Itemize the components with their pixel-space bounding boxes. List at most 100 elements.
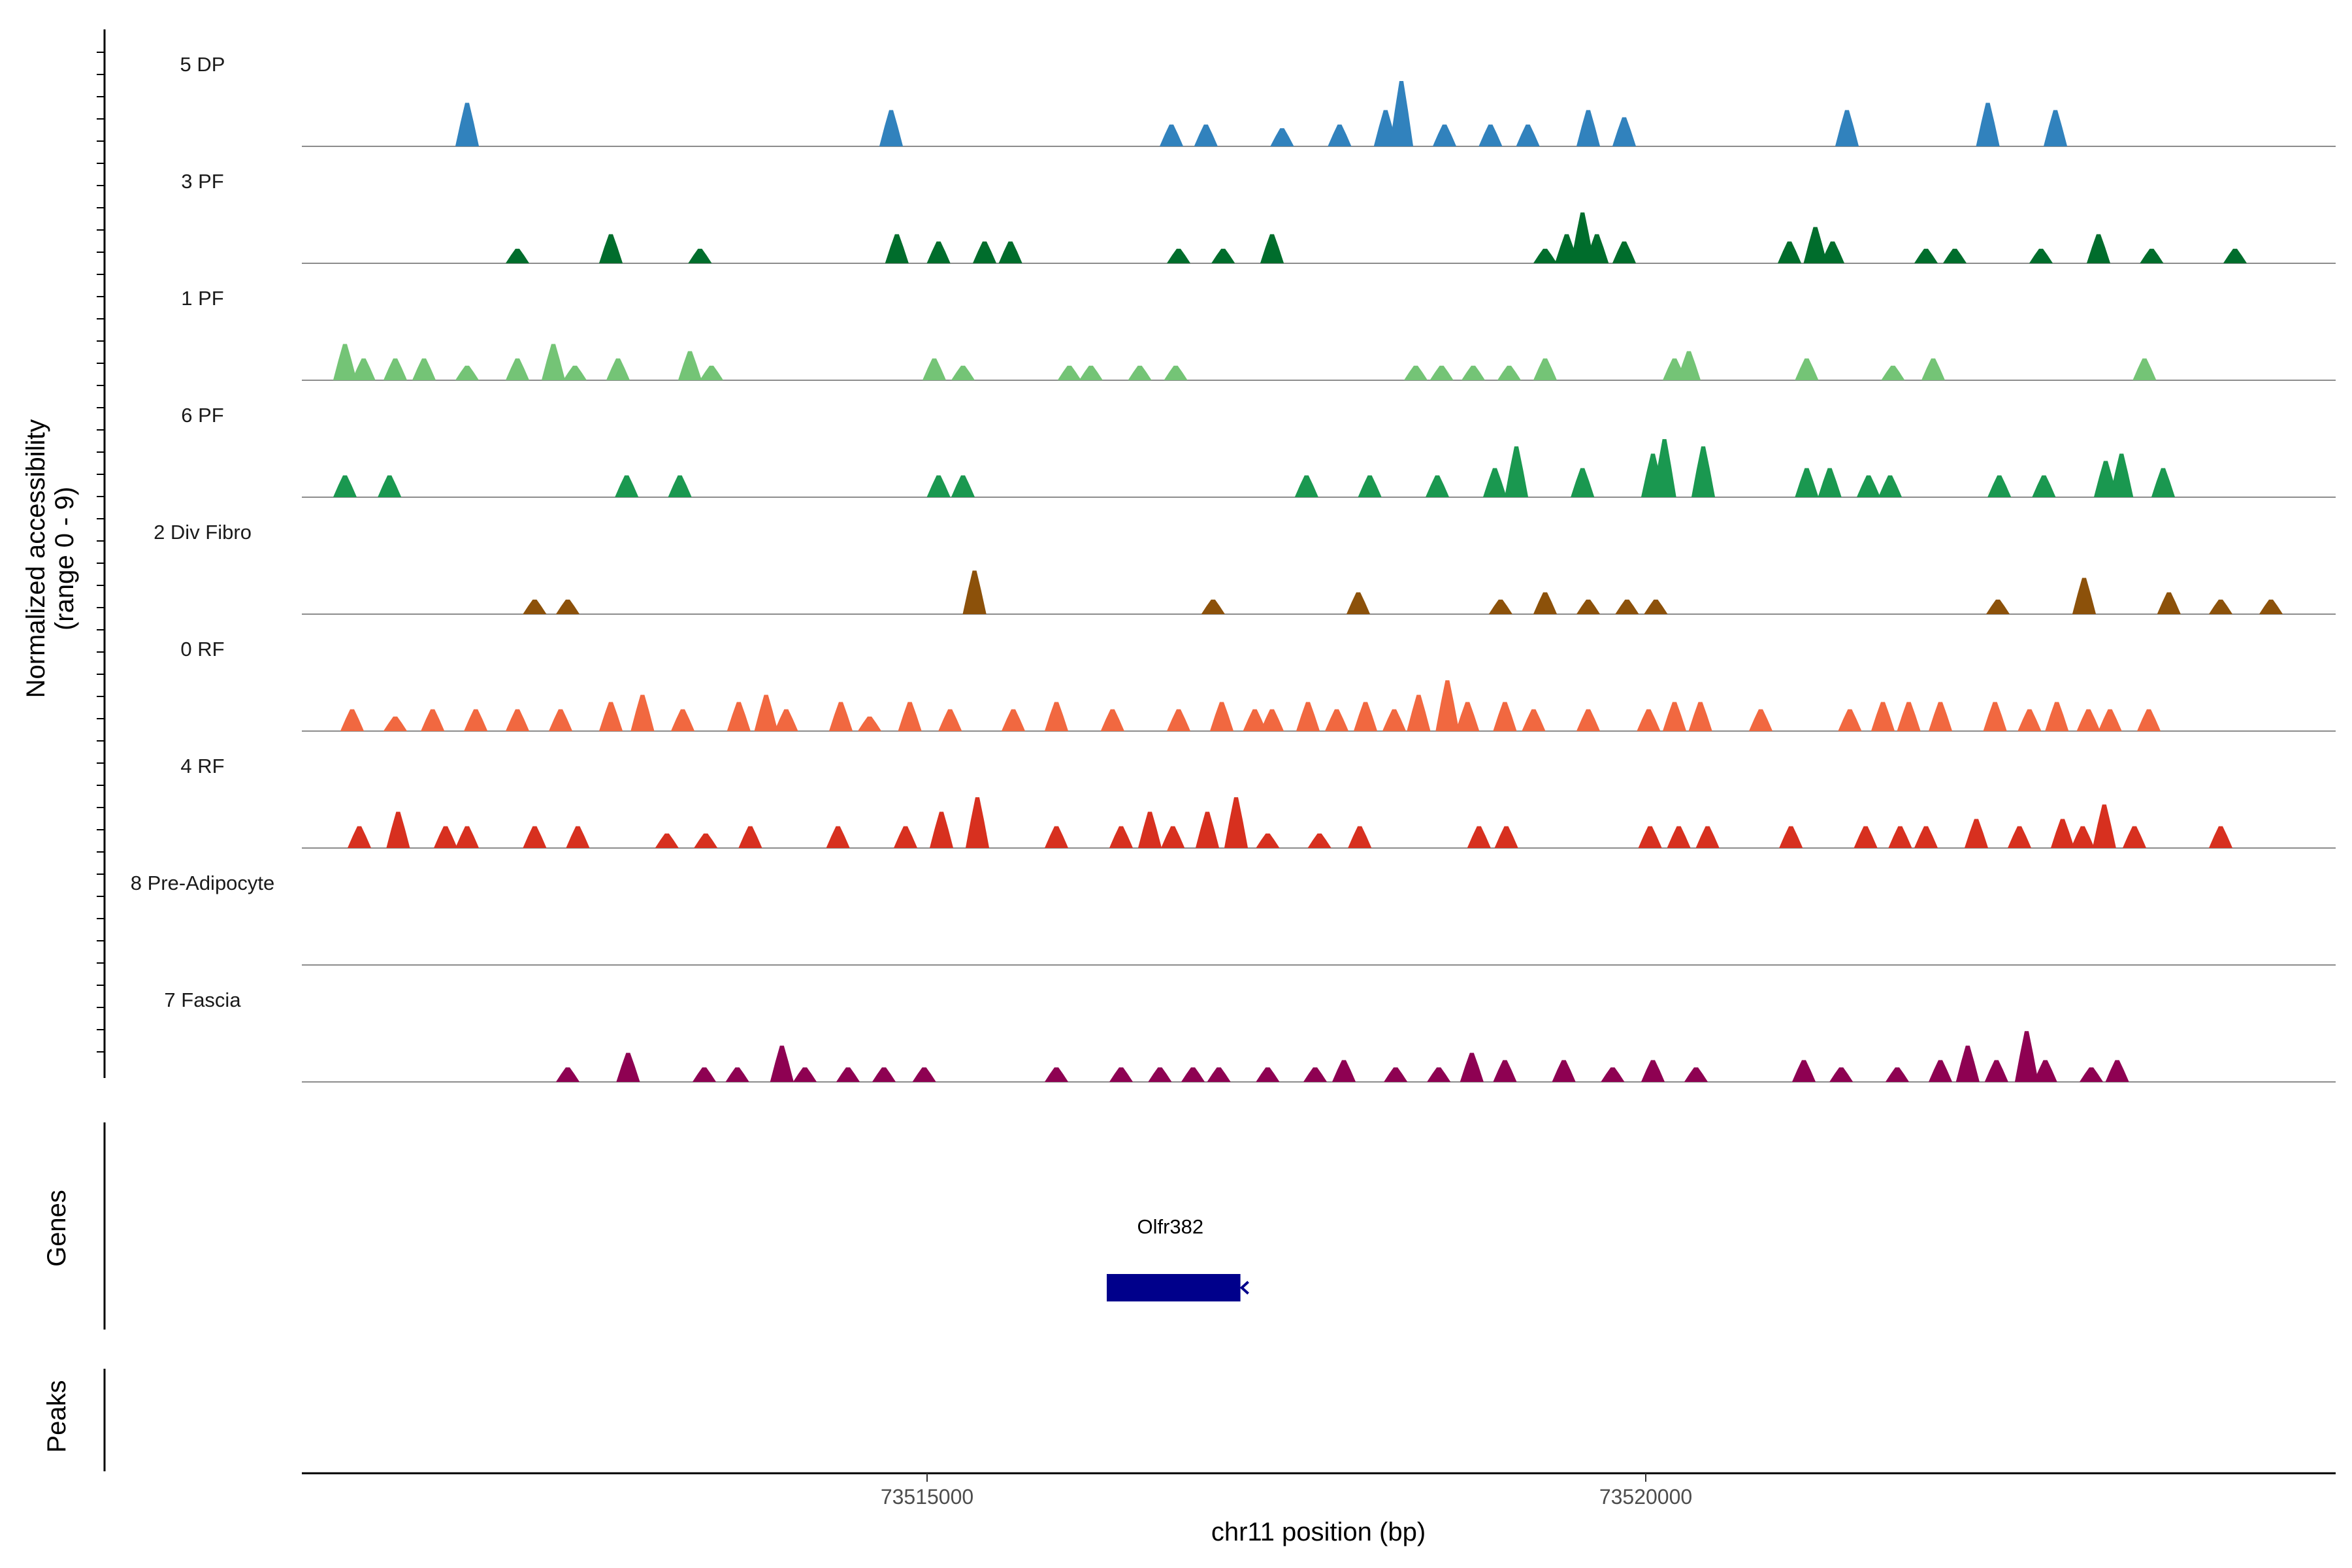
coverage-peak <box>1493 702 1517 731</box>
coverage-peak <box>2223 248 2247 263</box>
coverage-peak <box>1460 1053 1484 1082</box>
gene-label: Olfr382 <box>1137 1215 1203 1238</box>
x-tick-label: 73520000 <box>1599 1485 1692 1509</box>
coverage-peak <box>965 797 990 848</box>
coverage-peak <box>912 1067 936 1082</box>
coverage-peak <box>378 475 402 497</box>
coverage-peak <box>1348 826 1372 848</box>
coverage-peak <box>1324 709 1349 731</box>
coverage-peak <box>1100 709 1124 731</box>
coverage-peak <box>2105 1060 2129 1082</box>
coverage-peak <box>1803 227 1827 263</box>
coverage-peak <box>1488 599 1512 614</box>
coverage-peak <box>1533 358 1558 380</box>
coverage-peak <box>1328 124 1352 146</box>
coverage-peak <box>1427 1067 1451 1082</box>
coverage-peak <box>1641 1060 1665 1082</box>
coverage-peak <box>598 702 623 731</box>
coverage-peak <box>1201 599 1225 614</box>
coverage-peak <box>1684 1067 1708 1082</box>
coverage-peak <box>383 716 408 731</box>
coverage-peak <box>1881 365 1905 380</box>
coverage-peak <box>1389 81 1414 146</box>
coverage-peak <box>1835 110 1859 146</box>
coverage-peak <box>1128 365 1152 380</box>
coverage-peak <box>1615 599 1639 614</box>
coverage-peak <box>1148 1067 1172 1082</box>
coverage-peak <box>2136 709 2161 731</box>
coverage-peak <box>727 702 751 731</box>
coverage-peak <box>386 811 410 848</box>
coverage-peak <box>383 358 408 380</box>
coverage-peak <box>1256 833 1280 848</box>
coverage-peak <box>1296 702 1320 731</box>
coverage-peak <box>1425 475 1450 497</box>
coverage-peak <box>1676 351 1701 380</box>
coverage-peak <box>1601 1067 1625 1082</box>
coverage-peak <box>2014 1031 2039 1082</box>
coverage-peak <box>1955 1045 1980 1082</box>
coverage-peak <box>1044 1067 1069 1082</box>
coverage-peak <box>998 241 1022 263</box>
coverage-peak <box>929 811 954 848</box>
coverage-peak <box>1688 702 1712 731</box>
coverage-peak <box>885 234 909 263</box>
coverage-peak <box>2007 826 2032 848</box>
coverage-peak <box>1256 1067 1280 1082</box>
coverage-peak <box>655 833 679 848</box>
coverage-peak <box>1001 709 1026 731</box>
coverage-peak <box>1044 702 1069 731</box>
coverage-peak <box>1353 702 1378 731</box>
track-0-rf: 0 RF <box>180 638 2336 732</box>
coverage-peak <box>1260 234 1284 263</box>
coverage-peak <box>555 1067 580 1082</box>
coverage-peak <box>1854 826 1878 848</box>
coverage-peak <box>1691 446 1716 497</box>
coverage-peak <box>333 475 357 497</box>
coverage-peak <box>1057 365 1081 380</box>
coverage-peak <box>1779 826 1803 848</box>
coverage-peak <box>1260 709 1284 731</box>
coverage-peak <box>2122 826 2147 848</box>
coverage-peak <box>1612 241 1637 263</box>
track-2-div-fibro: 2 Div Fibro <box>154 521 2336 615</box>
coverage-peak <box>1612 117 1637 146</box>
coverage-peak <box>857 716 882 731</box>
coverage-peak <box>699 365 724 380</box>
coverage-peak <box>1467 826 1491 848</box>
coverage-peak <box>2076 709 2100 731</box>
coverage-peak <box>2259 599 2283 614</box>
coverage-peak <box>2050 819 2075 848</box>
peaks-panel: Peaks <box>42 1369 106 1471</box>
coverage-peak <box>1307 833 1331 848</box>
coverage-peak <box>668 475 692 497</box>
coverage-peak <box>1429 365 1454 380</box>
coverage-peak <box>951 475 975 497</box>
coverage-peak <box>1652 439 1676 497</box>
coverage-peak <box>879 110 904 146</box>
coverage-peak <box>1637 709 1661 731</box>
genes-panel-title: Genes <box>42 1190 71 1267</box>
coverage-peak <box>1829 1067 1854 1082</box>
coverage-peak <box>972 241 997 263</box>
coverage-peak <box>754 694 778 731</box>
coverage-peak <box>1984 1060 2008 1082</box>
coverage-peak <box>1795 358 1819 380</box>
coverage-peak <box>1181 1067 1205 1082</box>
coverage-peak <box>2070 826 2095 848</box>
coverage-peak <box>541 344 566 380</box>
track-label: 3 PF <box>181 170 223 193</box>
coverage-peak <box>2157 592 2181 614</box>
coverage-peak <box>893 826 918 848</box>
coverage-peak <box>1928 702 1953 731</box>
coverage-peak <box>1243 709 1267 731</box>
coverage-peak <box>333 344 357 380</box>
coverage-peak <box>692 1067 717 1082</box>
coverage-peak <box>2072 578 2097 614</box>
coverage-peak <box>1777 241 1802 263</box>
coverage-peak <box>836 1067 860 1082</box>
coverage-peak <box>938 709 962 731</box>
x-axis-title: chr11 position (bp) <box>1211 1518 1426 1546</box>
coverage-peak <box>548 709 573 731</box>
